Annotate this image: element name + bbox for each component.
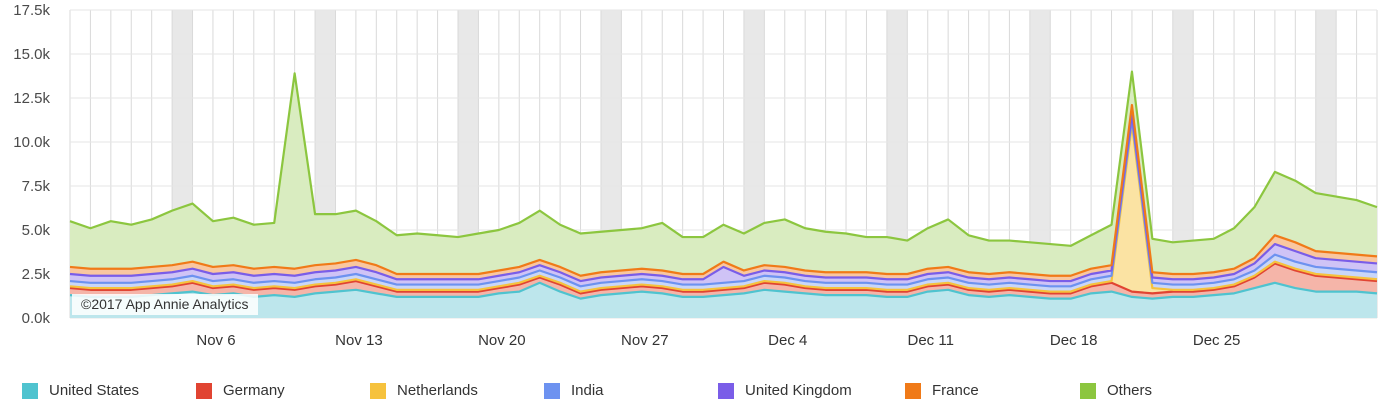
x-tick-label: Nov 20 bbox=[478, 332, 526, 349]
legend-swatch bbox=[1080, 382, 1096, 399]
y-tick-label: 7.5k bbox=[22, 178, 51, 195]
legend-swatch bbox=[370, 382, 386, 399]
series-lines bbox=[69, 70, 1378, 300]
legend-label: France bbox=[932, 382, 979, 399]
y-tick-label: 17.5k bbox=[13, 2, 50, 19]
legend-swatch bbox=[196, 382, 212, 399]
chart-svg: 0.0k 2.5k 5.0k 7.5k 10.0k 12.5k 15.0k 17.5k Nov … bbox=[13, 2, 1378, 349]
area-others bbox=[70, 71, 1377, 276]
legend-swatch bbox=[718, 382, 734, 399]
x-tick-label: Nov 6 bbox=[196, 332, 235, 349]
line-india bbox=[69, 118, 1378, 288]
watermark: ©2017 App Annie Analytics bbox=[72, 294, 258, 315]
x-tick-label: Nov 27 bbox=[621, 332, 669, 349]
y-axis: 0.0k 2.5k 5.0k 7.5k 10.0k 12.5k 15.0k 17.5k bbox=[13, 2, 50, 327]
line-others bbox=[69, 70, 1378, 247]
area-united-states bbox=[70, 282, 1377, 318]
legend-label: United Kingdom bbox=[745, 382, 852, 399]
y-tick-label: 5.0k bbox=[22, 222, 51, 239]
area-united-kingdom bbox=[70, 113, 1377, 287]
legend-item-united-states[interactable]: United States bbox=[22, 382, 139, 399]
weekend-band bbox=[1029, 10, 1051, 318]
y-tick-label: 10.0k bbox=[13, 134, 50, 151]
x-axis: Nov 6 Nov 13 Nov 20 Nov 27 Dec 4 Dec 11 Dec 18… bbox=[196, 332, 1240, 349]
x-tick-label: Dec 4 bbox=[768, 332, 807, 349]
line-france bbox=[69, 103, 1378, 277]
legend-item-others[interactable]: Others bbox=[1080, 382, 1152, 399]
legend-label: Netherlands bbox=[397, 382, 478, 399]
line-netherlands bbox=[69, 123, 1378, 293]
line-united-kingdom bbox=[69, 112, 1378, 283]
legend-label: Others bbox=[1107, 382, 1153, 399]
line-united-states bbox=[69, 281, 1378, 300]
legend-label: United States bbox=[49, 382, 140, 399]
legend-swatch bbox=[22, 382, 38, 399]
legend-item-united-kingdom[interactable]: United Kingdom bbox=[718, 382, 852, 399]
area-germany bbox=[70, 263, 1377, 299]
x-tick-label: Dec 11 bbox=[908, 332, 954, 349]
legend-item-netherlands[interactable]: Netherlands bbox=[370, 382, 478, 399]
line-germany bbox=[69, 262, 1378, 295]
x-tick-label: Nov 13 bbox=[335, 332, 383, 349]
legend-item-france[interactable]: France bbox=[905, 382, 979, 399]
legend-swatch bbox=[905, 382, 921, 399]
y-tick-label: 15.0k bbox=[13, 46, 50, 63]
legend-swatch bbox=[544, 382, 560, 399]
y-tick-label: 12.5k bbox=[13, 90, 50, 107]
y-tick-label: 0.0k bbox=[22, 310, 51, 327]
legend-item-germany[interactable]: Germany bbox=[196, 382, 285, 399]
x-tick-label: Dec 18 bbox=[1050, 332, 1098, 349]
legend-label: Germany bbox=[223, 382, 285, 399]
legend-label: India bbox=[571, 382, 604, 399]
legend-item-india[interactable]: India bbox=[544, 382, 604, 399]
y-tick-label: 2.5k bbox=[22, 266, 51, 283]
legend: United States Germany Netherlands India Unit… bbox=[0, 380, 1382, 410]
x-tick-label: Dec 25 bbox=[1193, 332, 1241, 349]
